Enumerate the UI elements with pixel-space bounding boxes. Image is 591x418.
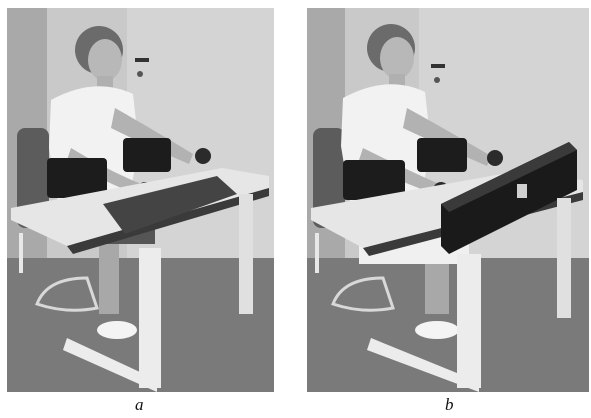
right-forearm xyxy=(403,108,491,166)
handle-grip-right xyxy=(487,150,503,166)
handle-grip-right xyxy=(195,148,211,164)
sandal xyxy=(415,321,459,339)
arm-cradle-right xyxy=(123,138,171,172)
device-plate xyxy=(103,176,237,234)
arm-cradle-right xyxy=(417,138,467,172)
lower-leg xyxy=(99,244,119,314)
device-housing-top xyxy=(441,142,577,212)
table-foot xyxy=(63,338,157,392)
panel-label-b: b xyxy=(445,395,454,414)
face xyxy=(88,39,122,81)
foot-rest-frame xyxy=(35,276,99,312)
table-leg-back xyxy=(239,194,253,314)
foot-rest-frame xyxy=(331,276,395,312)
device-label-plate xyxy=(517,184,527,198)
face xyxy=(380,37,414,79)
chair-back xyxy=(313,128,345,228)
photo-panel-a xyxy=(7,8,274,392)
table-leg-back xyxy=(557,198,571,318)
right-forearm xyxy=(111,108,193,164)
table-leg-front xyxy=(457,254,481,388)
sandal xyxy=(97,321,137,339)
door-handle xyxy=(135,58,149,62)
door-lock xyxy=(434,77,440,83)
rehab-table-photo-a xyxy=(7,8,274,392)
lower-leg xyxy=(425,264,449,314)
rehab-table-photo-b xyxy=(307,8,589,392)
door-handle xyxy=(431,64,445,68)
arm-cradle-left xyxy=(47,158,107,198)
photo-panel-b xyxy=(307,8,589,392)
panel-label-a: a xyxy=(135,395,144,414)
arm-cradle-left xyxy=(343,160,405,200)
chair-leg xyxy=(315,233,319,273)
table-edge xyxy=(67,188,269,254)
table-leg-front xyxy=(139,248,161,388)
chair-leg xyxy=(19,233,23,273)
door-lock xyxy=(137,71,143,77)
table-foot xyxy=(367,338,479,392)
device-housing xyxy=(441,142,577,254)
